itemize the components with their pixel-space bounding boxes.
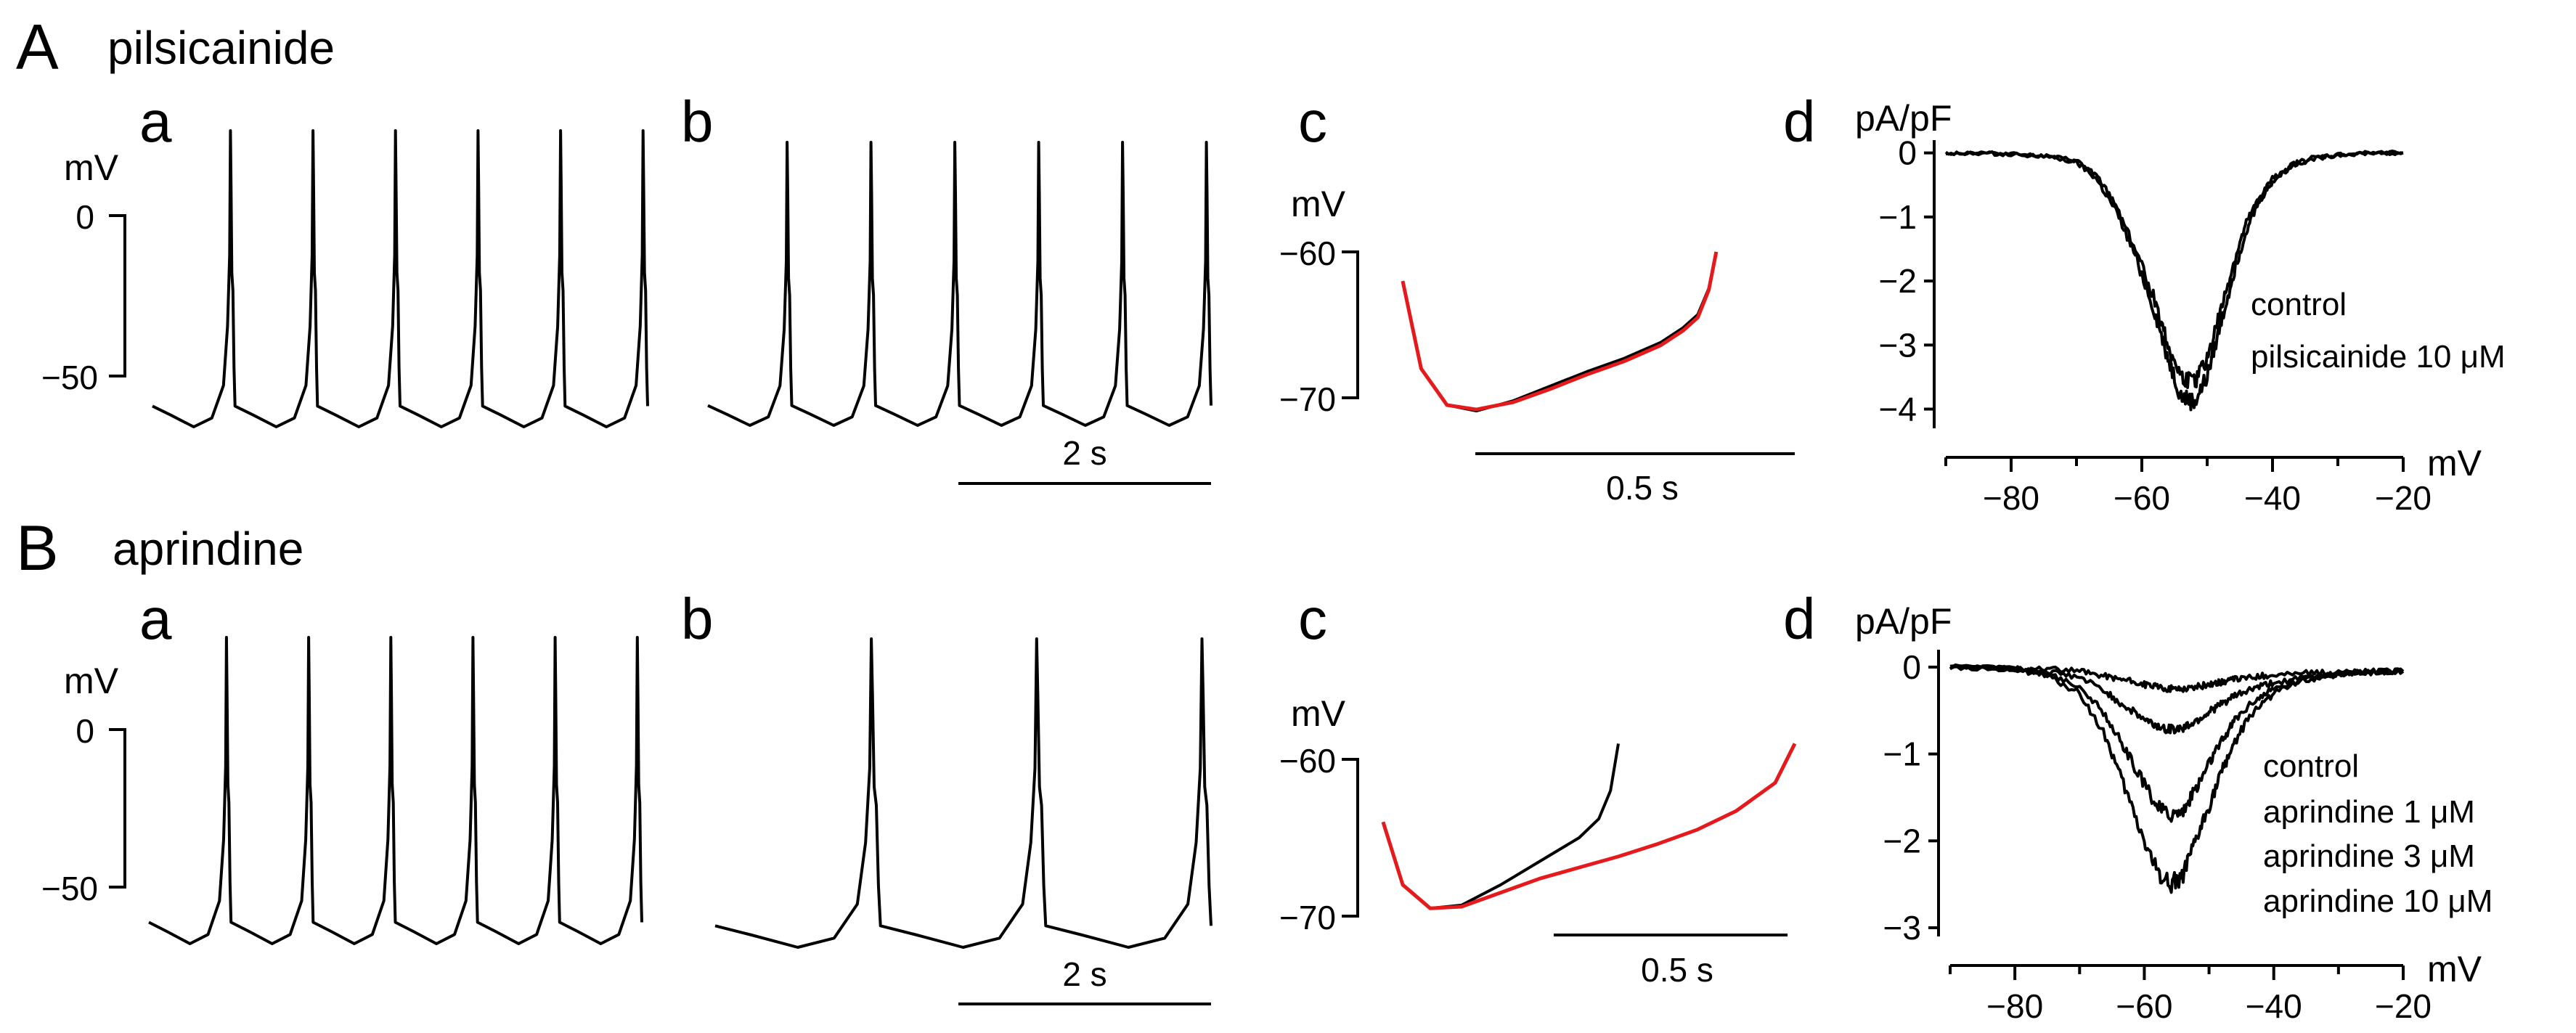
Ba-tick-0: 0 bbox=[76, 712, 94, 750]
Ab-scalebar-label: 2 s bbox=[1062, 434, 1106, 472]
Bd-xlabel: mV bbox=[2427, 949, 2482, 989]
panel-Bd-letter: d bbox=[1783, 587, 1816, 651]
Bd-x-tick-label: −20 bbox=[2375, 987, 2432, 1025]
Ad-legend-control: control bbox=[2251, 287, 2347, 322]
Bd-y-tick-label: 0 bbox=[1902, 648, 1921, 686]
chart-Aa: mV 0 −50 bbox=[41, 129, 649, 428]
Bd-axes: 0 −1 −2 −3 −80 −60 −40 −20 bbox=[1883, 648, 2432, 1025]
panel-Aa-letter: a bbox=[139, 89, 172, 154]
Ad-x-tick-label: −80 bbox=[1983, 479, 2039, 517]
Ad-x-tick-label: −60 bbox=[2114, 479, 2170, 517]
Bc-voltage-scale bbox=[1342, 758, 1359, 918]
Bc-tick-60: −60 bbox=[1279, 742, 1336, 780]
panel-B-letter: B bbox=[16, 512, 59, 584]
Bd-x-tick-label: −60 bbox=[2116, 987, 2172, 1025]
Ac-tick-60: −60 bbox=[1279, 234, 1336, 272]
Ad-y-tick-label: −1 bbox=[1879, 198, 1917, 236]
Bc-ylabel: mV bbox=[1291, 693, 1346, 734]
Bd-ylabel: pA/pF bbox=[1855, 601, 1952, 642]
Bd-legend-aprindine-10: aprindine 10 μM bbox=[2263, 883, 2493, 919]
Ad-ylabel: pA/pF bbox=[1855, 98, 1952, 139]
chart-Ab: 2 s bbox=[707, 141, 1212, 485]
panel-Ac-letter: c bbox=[1298, 89, 1327, 154]
panel-Bc-letter: c bbox=[1298, 587, 1327, 651]
Ad-y-tick-label: −2 bbox=[1879, 262, 1917, 300]
Ad-y-tick-label: −4 bbox=[1879, 391, 1917, 428]
Aa-ylabel: mV bbox=[64, 147, 119, 188]
Ac-drug-trace bbox=[1401, 251, 1719, 412]
Aa-tick-0: 0 bbox=[76, 198, 94, 236]
Bd-legend-aprindine-1: aprindine 1 μM bbox=[2263, 794, 2475, 830]
Bd-legend-aprindine-3: aprindine 3 μM bbox=[2263, 838, 2475, 874]
Ac-tick-70: −70 bbox=[1279, 380, 1336, 418]
Ad-pilsicainide-trace bbox=[1944, 150, 2404, 389]
Bd-aprindine-1-trace bbox=[1949, 664, 2405, 823]
Bb-ap-trace bbox=[714, 637, 1212, 949]
panel-A-drug-label: pilsicainide bbox=[107, 22, 335, 74]
Bd-aprindine-10-trace bbox=[1949, 664, 2404, 693]
Ad-y-tick-label: −3 bbox=[1879, 326, 1917, 364]
chart-Bb: 2 s bbox=[714, 637, 1212, 1005]
Ad-y-tick-label: 0 bbox=[1898, 134, 1917, 172]
chart-Bc: mV −60 −70 0.5 s bbox=[1279, 693, 1797, 989]
Bd-x-tick-label: −40 bbox=[2246, 987, 2302, 1025]
Bc-control-trace bbox=[1382, 743, 1620, 910]
Ac-ylabel: mV bbox=[1291, 184, 1346, 224]
chart-Bd: pA/pF 0 −1 −2 −3 −80 −60 −40 −20 mV control apr… bbox=[1855, 601, 2493, 1025]
panel-Ba-letter: a bbox=[139, 587, 172, 651]
Bb-scalebar-label: 2 s bbox=[1062, 955, 1106, 993]
Bc-drug-trace bbox=[1381, 743, 1797, 910]
Ad-axes: 0 −1 −2 −3 −4 −80 −60 −40 −20 bbox=[1879, 134, 2432, 517]
chart-Ac: mV −60 −70 0.5 s bbox=[1279, 184, 1795, 507]
panel-Ad-letter: d bbox=[1783, 89, 1816, 154]
Ad-xlabel: mV bbox=[2427, 443, 2482, 483]
Bd-x-tick-label: −80 bbox=[1986, 987, 2043, 1025]
Ad-x-tick-label: −40 bbox=[2244, 479, 2301, 517]
chart-Ad: pA/pF 0 −1 −2 −3 −4 −80 −60 −40 −20 mV control p… bbox=[1855, 98, 2506, 517]
Ba-ylabel: mV bbox=[64, 661, 119, 701]
Ba-ap-trace bbox=[148, 636, 643, 945]
Bd-legend-control: control bbox=[2263, 748, 2359, 784]
chart-Ba: mV 0 −50 bbox=[41, 636, 643, 945]
Ba-voltage-scale bbox=[109, 728, 126, 889]
Ab-ap-trace bbox=[707, 141, 1212, 427]
Bd-y-tick-label: −3 bbox=[1883, 909, 1921, 947]
panel-B-drug-label: aprindine bbox=[113, 523, 303, 575]
Ac-scalebar-label: 0.5 s bbox=[1606, 469, 1679, 507]
panel-Bb-letter: b bbox=[681, 587, 714, 651]
Ba-tick-50: −50 bbox=[41, 870, 98, 907]
Ac-voltage-scale bbox=[1342, 250, 1359, 399]
Bd-y-tick-label: −2 bbox=[1883, 822, 1921, 860]
Aa-tick-50: −50 bbox=[41, 359, 98, 396]
Bd-y-tick-label: −1 bbox=[1883, 735, 1921, 773]
Bc-scalebar-label: 0.5 s bbox=[1641, 951, 1713, 989]
Ad-legend-pilsicainide: pilsicainide 10 μM bbox=[2251, 339, 2506, 375]
Ad-x-tick-label: −20 bbox=[2375, 479, 2432, 517]
panel-A-letter: A bbox=[16, 11, 59, 83]
Bd-aprindine-3-trace bbox=[1949, 664, 2404, 735]
Aa-ap-trace bbox=[152, 129, 649, 428]
panel-Ab-letter: b bbox=[681, 89, 714, 154]
Aa-voltage-scale bbox=[109, 214, 126, 377]
Bc-tick-70: −70 bbox=[1279, 899, 1336, 936]
